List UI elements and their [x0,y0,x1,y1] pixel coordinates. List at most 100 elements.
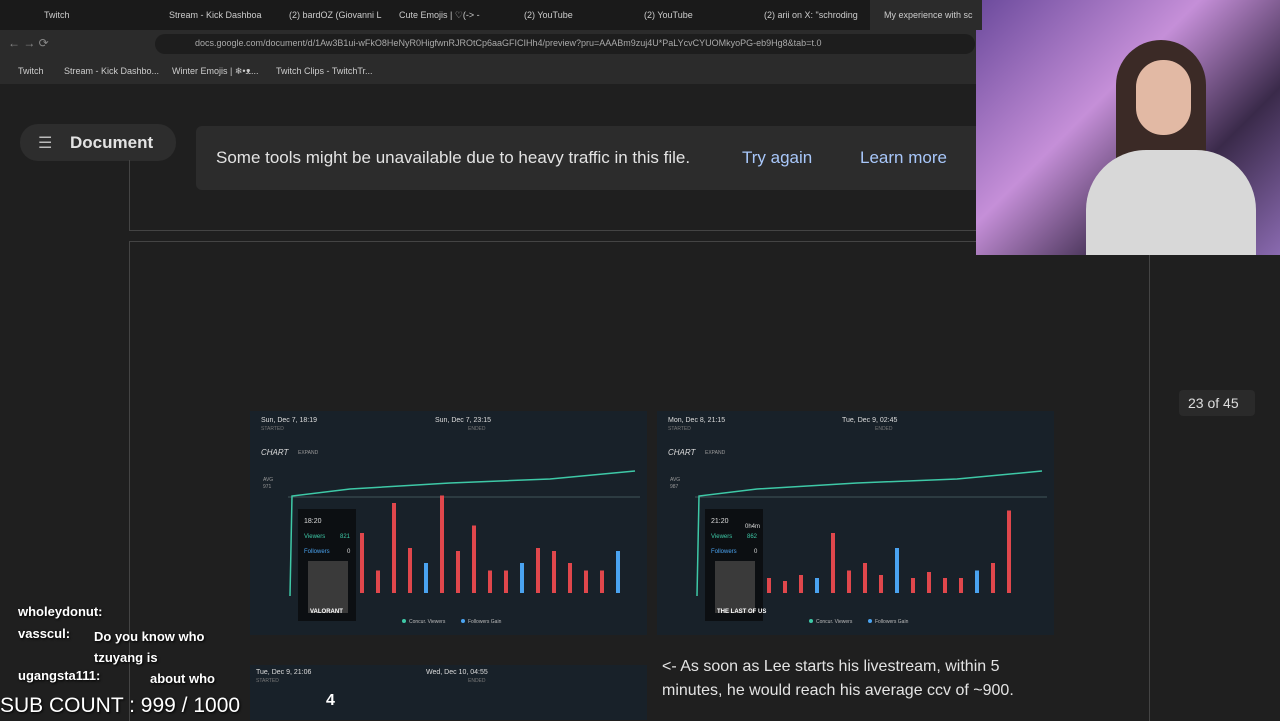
followers-label: Followers [711,549,737,555]
viewers-label: Viewers [304,534,325,540]
card-start: Sun, Dec 7, 18:19 [261,417,317,424]
tooltip-duration: 0h4m [745,524,760,530]
card-number: 4 [326,692,335,709]
legend-item: Concur. Viewers [816,619,853,625]
expand: EXPAND [298,450,319,456]
bar-shape [472,525,476,593]
bar-shape [584,570,588,593]
nav-buttons[interactable]: ← → ⟳ [8,36,49,50]
banner [196,126,996,190]
bar-shape [943,578,947,593]
legend-dot [402,619,406,623]
card-ended: ENDED [875,426,893,432]
page-edge [129,230,979,231]
tab[interactable]: Twitch [44,10,70,20]
doc-icon: ☰ [38,135,53,152]
bar-shape [424,563,428,593]
bookmark[interactable]: Twitch [18,66,44,76]
bar-shape [783,581,787,593]
followers-label: Followers [304,549,330,555]
card-ended: ENDED [468,426,486,432]
paragraph: <- As soon as Lee starts his livestream,… [662,658,1014,699]
bar-shape [895,548,899,593]
bar-shape [376,570,380,593]
bar-shape [831,533,835,593]
bar-shape [815,578,819,593]
bar-shape [767,578,771,593]
viewers-value: 862 [747,534,758,540]
banner-message: Some tools might be unavailable due to h… [216,148,691,167]
card-start: Mon, Dec 8, 21:15 [668,417,725,424]
card-started: STARTED [256,678,279,684]
tooltip-time: 21:20 [711,518,729,525]
legend-item: Concur. Viewers [409,619,446,625]
tab[interactable]: (2) YouTube [644,10,693,20]
webcam [976,0,1280,255]
viewer-line [696,470,1043,597]
bar-shape [600,570,604,593]
expand: EXPAND [705,450,726,456]
page [129,241,1150,721]
bookmark[interactable]: Winter Emojis | ❄•ᴥ... [172,66,259,76]
legend-item: Followers Gain [468,619,502,625]
bar-shape [360,533,364,593]
card-started: STARTED [261,426,284,432]
chat-message: Do you know who tzuyang is [94,629,205,665]
chat-user: vasscul: [18,626,71,641]
tab[interactable]: My experience with sc [870,0,982,30]
bar-shape [879,575,883,593]
streamer-hoodie [1086,150,1256,255]
bookmark[interactable]: Twitch Clips - TwitchTr... [276,66,373,76]
bar-shape [408,548,412,593]
address-bar[interactable] [155,34,975,54]
legend-item: Followers Gain [875,619,909,625]
chat-message: about who [150,671,215,686]
tab[interactable]: (2) bardOZ (Giovanni L [289,10,382,20]
bar-shape [959,578,963,593]
bar-shape [616,551,620,593]
card-end: Wed, Dec 10, 04:55 [426,669,488,676]
learn-more[interactable]: Learn more [860,148,947,167]
bar-shape [863,563,867,593]
avg-label: AVG [670,477,680,483]
tab[interactable]: (2) arii on X: "schroding [764,10,858,20]
bookmark[interactable]: Stream - Kick Dashbo... [64,66,160,76]
page-edge [129,160,130,230]
document-button[interactable] [20,124,176,161]
url: docs.google.com/document/d/1Aw3B1ui-wFkO… [195,38,822,48]
bar-shape [520,563,524,593]
card-started: STARTED [668,426,691,432]
chat-user: ugangsta111: [18,668,101,683]
followers-value: 0 [347,549,351,555]
tooltip-time: 18:20 [304,518,322,525]
card-end: Sun, Dec 7, 23:15 [435,417,491,424]
page-indicator: 23 of 45 [1188,395,1239,411]
game-art [715,561,755,613]
game-title: THE LAST OF US [717,609,766,615]
avg-label: AVG [263,477,273,483]
bar-shape [1007,510,1011,593]
tab[interactable]: Stream - Kick Dashboa [169,10,262,20]
bar-shape [440,495,444,593]
bar-shape [392,503,396,593]
game-title: VALORANT [310,609,343,615]
chart-label: CHART [261,448,290,457]
avg-value: 987 [670,484,679,490]
try-again[interactable]: Try again [742,148,813,167]
legend-dot [868,619,872,623]
bar-shape [552,551,556,593]
document-label: Document [70,133,154,152]
viewer-line [289,470,636,597]
bar-shape [799,575,803,593]
avg-value: 971 [263,484,272,490]
legend-dot [461,619,465,623]
bookmarks-bar [0,58,980,84]
tab[interactable]: Cute Emojis | ♡(-> - <-)♪.ℝ [399,10,480,20]
bar-shape [847,570,851,593]
chart-label: CHART [668,448,697,457]
tab[interactable]: (2) YouTube [524,10,573,20]
bar-shape [911,578,915,593]
bar-shape [488,570,492,593]
